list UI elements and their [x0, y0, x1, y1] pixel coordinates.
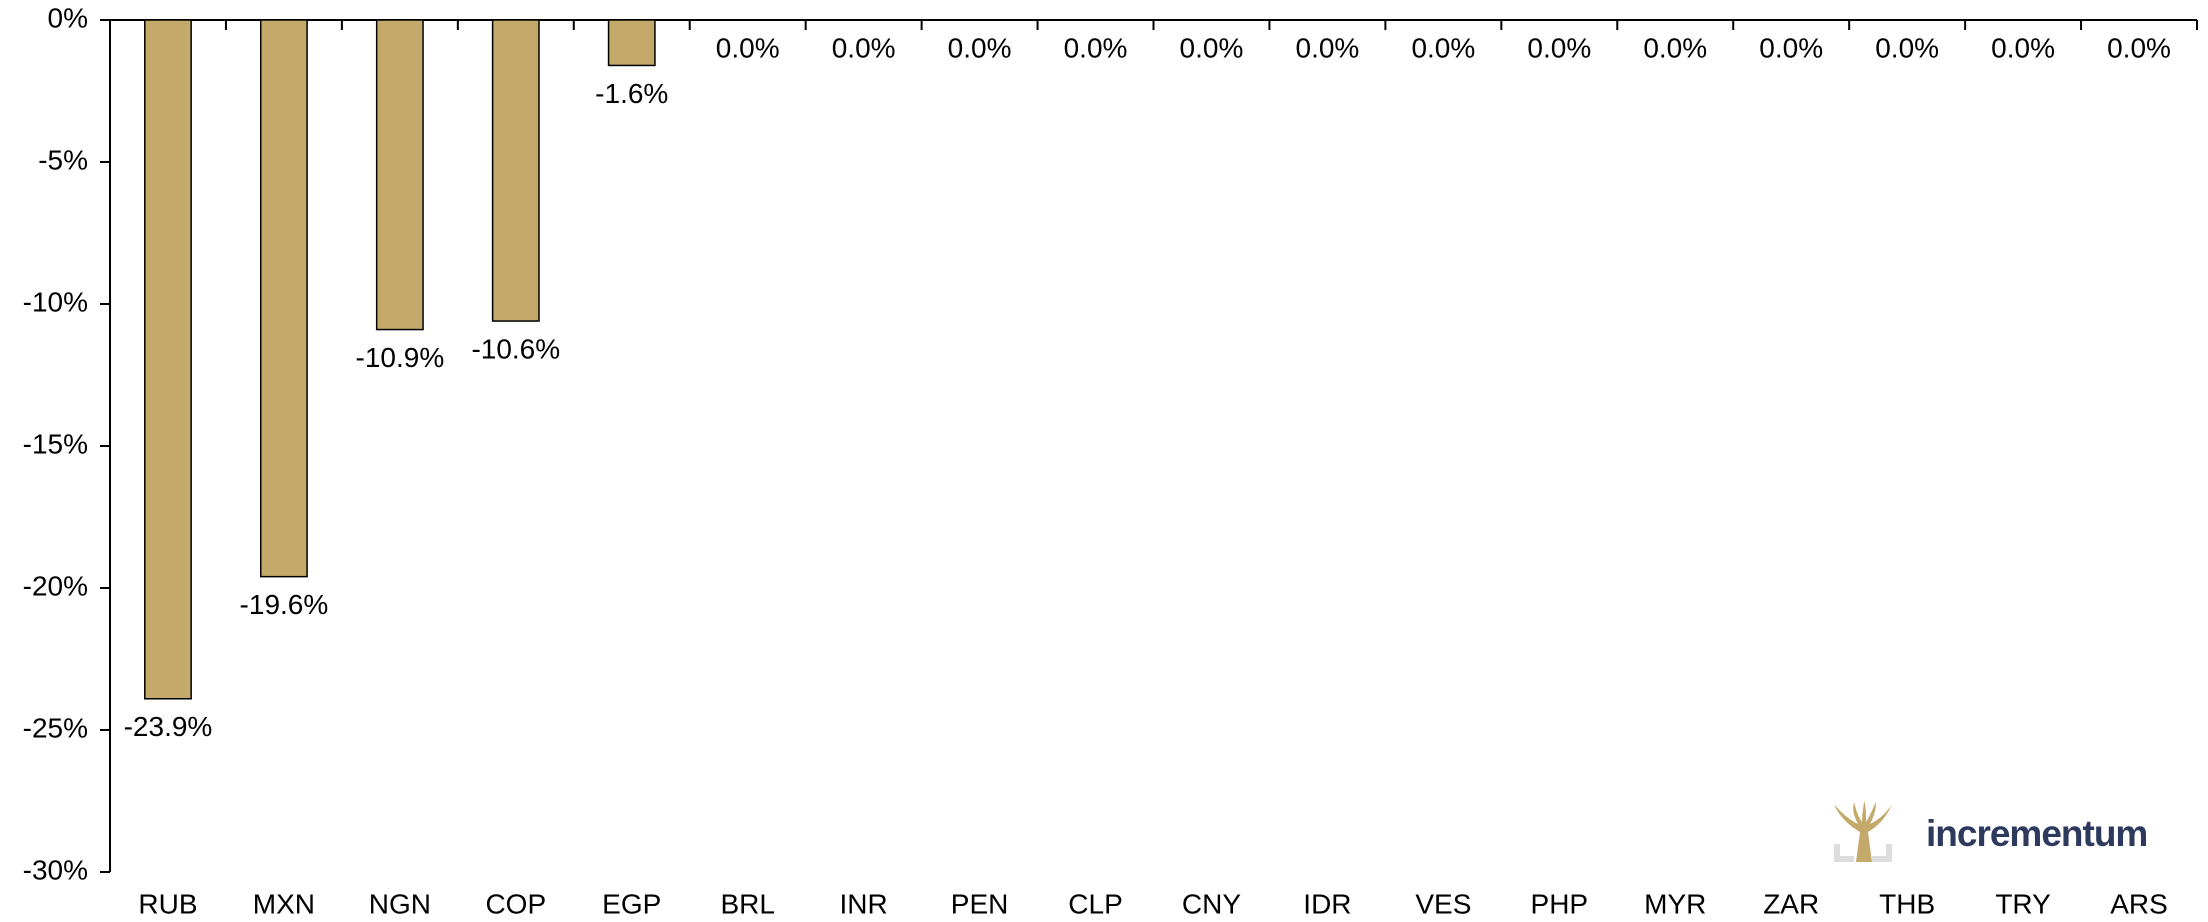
value-label: 0.0%	[1296, 32, 1360, 63]
value-label: 0.0%	[2107, 32, 2171, 63]
y-tick-label: -15%	[23, 428, 88, 459]
x-tick-label: MXN	[253, 888, 315, 919]
x-tick-label: THB	[1879, 888, 1935, 919]
logo-icon	[1834, 800, 1892, 862]
value-label: 0.0%	[1875, 32, 1939, 63]
value-label: -10.9%	[356, 342, 445, 373]
bar	[491, 19, 540, 322]
bar	[259, 19, 308, 578]
value-label: -10.6%	[471, 333, 560, 364]
x-tick-label: CNY	[1182, 888, 1241, 919]
y-tick-label: -10%	[23, 286, 88, 317]
x-tick-label: PHP	[1531, 888, 1589, 919]
x-tick-label: RUB	[138, 888, 197, 919]
value-label: 0.0%	[1759, 32, 1823, 63]
x-tick-label: NGN	[369, 888, 431, 919]
bar	[375, 19, 424, 331]
value-label: -1.6%	[595, 78, 668, 109]
y-tick-label: -5%	[38, 144, 88, 175]
value-label: 0.0%	[948, 32, 1012, 63]
value-label: 0.0%	[832, 32, 896, 63]
y-tick-label: 0%	[48, 2, 88, 33]
y-tick-label: -25%	[23, 712, 88, 743]
value-label: 0.0%	[1064, 32, 1128, 63]
value-label: 0.0%	[1527, 32, 1591, 63]
value-label: -23.9%	[124, 711, 213, 742]
value-label: 0.0%	[1643, 32, 1707, 63]
x-tick-label: IDR	[1303, 888, 1351, 919]
x-tick-label: INR	[840, 888, 888, 919]
bar	[144, 19, 192, 700]
x-tick-label: COP	[485, 888, 546, 919]
x-tick-label: TRY	[1995, 888, 2051, 919]
logo-text: incrementum	[1926, 813, 2147, 854]
value-label: 0.0%	[1991, 32, 2055, 63]
x-tick-label: ZAR	[1763, 888, 1819, 919]
bar	[607, 19, 656, 67]
value-label: 0.0%	[1411, 32, 1475, 63]
x-tick-label: BRL	[720, 888, 774, 919]
y-tick-label: -20%	[23, 570, 88, 601]
x-tick-label: MYR	[1644, 888, 1706, 919]
x-tick-label: ARS	[2110, 888, 2168, 919]
y-tick-label: -30%	[23, 854, 88, 885]
x-tick-label: CLP	[1068, 888, 1122, 919]
value-label: 0.0%	[716, 32, 780, 63]
value-label: -19.6%	[240, 589, 329, 620]
x-tick-label: EGP	[602, 888, 661, 919]
x-tick-label: VES	[1415, 888, 1471, 919]
x-tick-label: PEN	[951, 888, 1009, 919]
value-label: 0.0%	[1180, 32, 1244, 63]
